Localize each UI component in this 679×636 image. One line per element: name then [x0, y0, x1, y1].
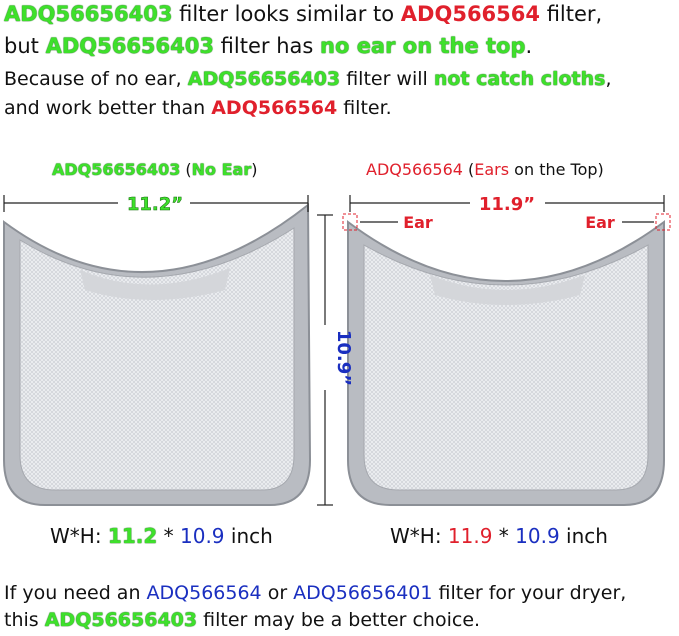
text: filter. — [337, 97, 392, 119]
filter-label: ADQ566564 (Ears on the Top) — [366, 160, 604, 179]
ear-label: Ear — [585, 213, 615, 232]
height-label: 10.9” — [333, 330, 354, 386]
dimension-arrows — [3, 195, 665, 506]
text: 11.9 — [447, 524, 493, 548]
text: ADQ56656403 — [4, 2, 173, 26]
text: W*H: — [390, 524, 448, 548]
text: ( — [462, 160, 475, 179]
text: ADQ56656403 — [44, 609, 198, 631]
text: . — [525, 34, 533, 58]
filter-label: ADQ56656403 (No Ear) — [52, 160, 257, 179]
text: ADQ566564 — [211, 97, 338, 119]
text: but — [4, 34, 46, 58]
text: 10.9 — [180, 524, 225, 548]
dimensions: W*H: 11.9 * 10.9 inch — [390, 524, 608, 548]
text: filter looks similar to — [172, 2, 401, 26]
footer-line: this ADQ56656403 filter may be a better … — [4, 609, 480, 631]
header-line: and work better than ADQ566564 filter. — [4, 97, 392, 119]
width-label: 11.2” — [127, 194, 183, 215]
text: inch — [224, 524, 273, 548]
text: this — [4, 609, 45, 631]
text: filter will — [340, 68, 434, 90]
text: ADQ566564 — [366, 160, 463, 179]
text: filter, — [540, 2, 603, 26]
ear-label: Ear — [403, 213, 433, 232]
text: If you need an — [4, 582, 147, 604]
header-line: ADQ56656403 filter looks similar to ADQ5… — [4, 2, 602, 26]
text: inch — [559, 524, 608, 548]
text: filter has — [214, 34, 320, 58]
text: ADQ56656403 — [187, 68, 341, 90]
text: filter may be a better choice. — [197, 609, 481, 631]
text: W*H: — [50, 524, 108, 548]
text: ADQ566564 — [400, 2, 541, 26]
text: Because of no ear, — [4, 68, 188, 90]
text: no ear on the top — [320, 34, 526, 58]
text: on the Top) — [509, 160, 604, 179]
text: or — [261, 582, 294, 604]
text: ) — [251, 160, 258, 179]
text: ADQ56656403 — [45, 34, 214, 58]
width-label: 11.9” — [479, 194, 535, 215]
text: * — [157, 524, 180, 548]
footer-line: If you need an ADQ566564 or ADQ56656401 … — [4, 582, 626, 604]
text: and work better than — [4, 97, 212, 119]
text: not catch cloths — [433, 68, 606, 90]
text: No Ear — [191, 160, 252, 179]
dimensions: W*H: 11.2 * 10.9 inch — [50, 524, 273, 548]
left-filter — [3, 202, 312, 506]
text: 11.2 — [107, 524, 158, 548]
text: Ears — [474, 160, 510, 179]
header-line: Because of no ear, ADQ56656403 filter wi… — [4, 68, 612, 90]
text: 10.9 — [515, 524, 560, 548]
text: filter for your dryer, — [432, 582, 627, 604]
text: ADQ566564 — [146, 582, 262, 604]
text: ADQ56656403 — [52, 160, 181, 179]
header-line: but ADQ56656403 filter has no ear on the… — [4, 34, 532, 58]
text: * — [492, 524, 516, 548]
right-filter — [342, 213, 671, 506]
text: , — [605, 68, 612, 90]
text: ( — [180, 160, 192, 179]
text: ADQ56656401 — [293, 582, 433, 604]
